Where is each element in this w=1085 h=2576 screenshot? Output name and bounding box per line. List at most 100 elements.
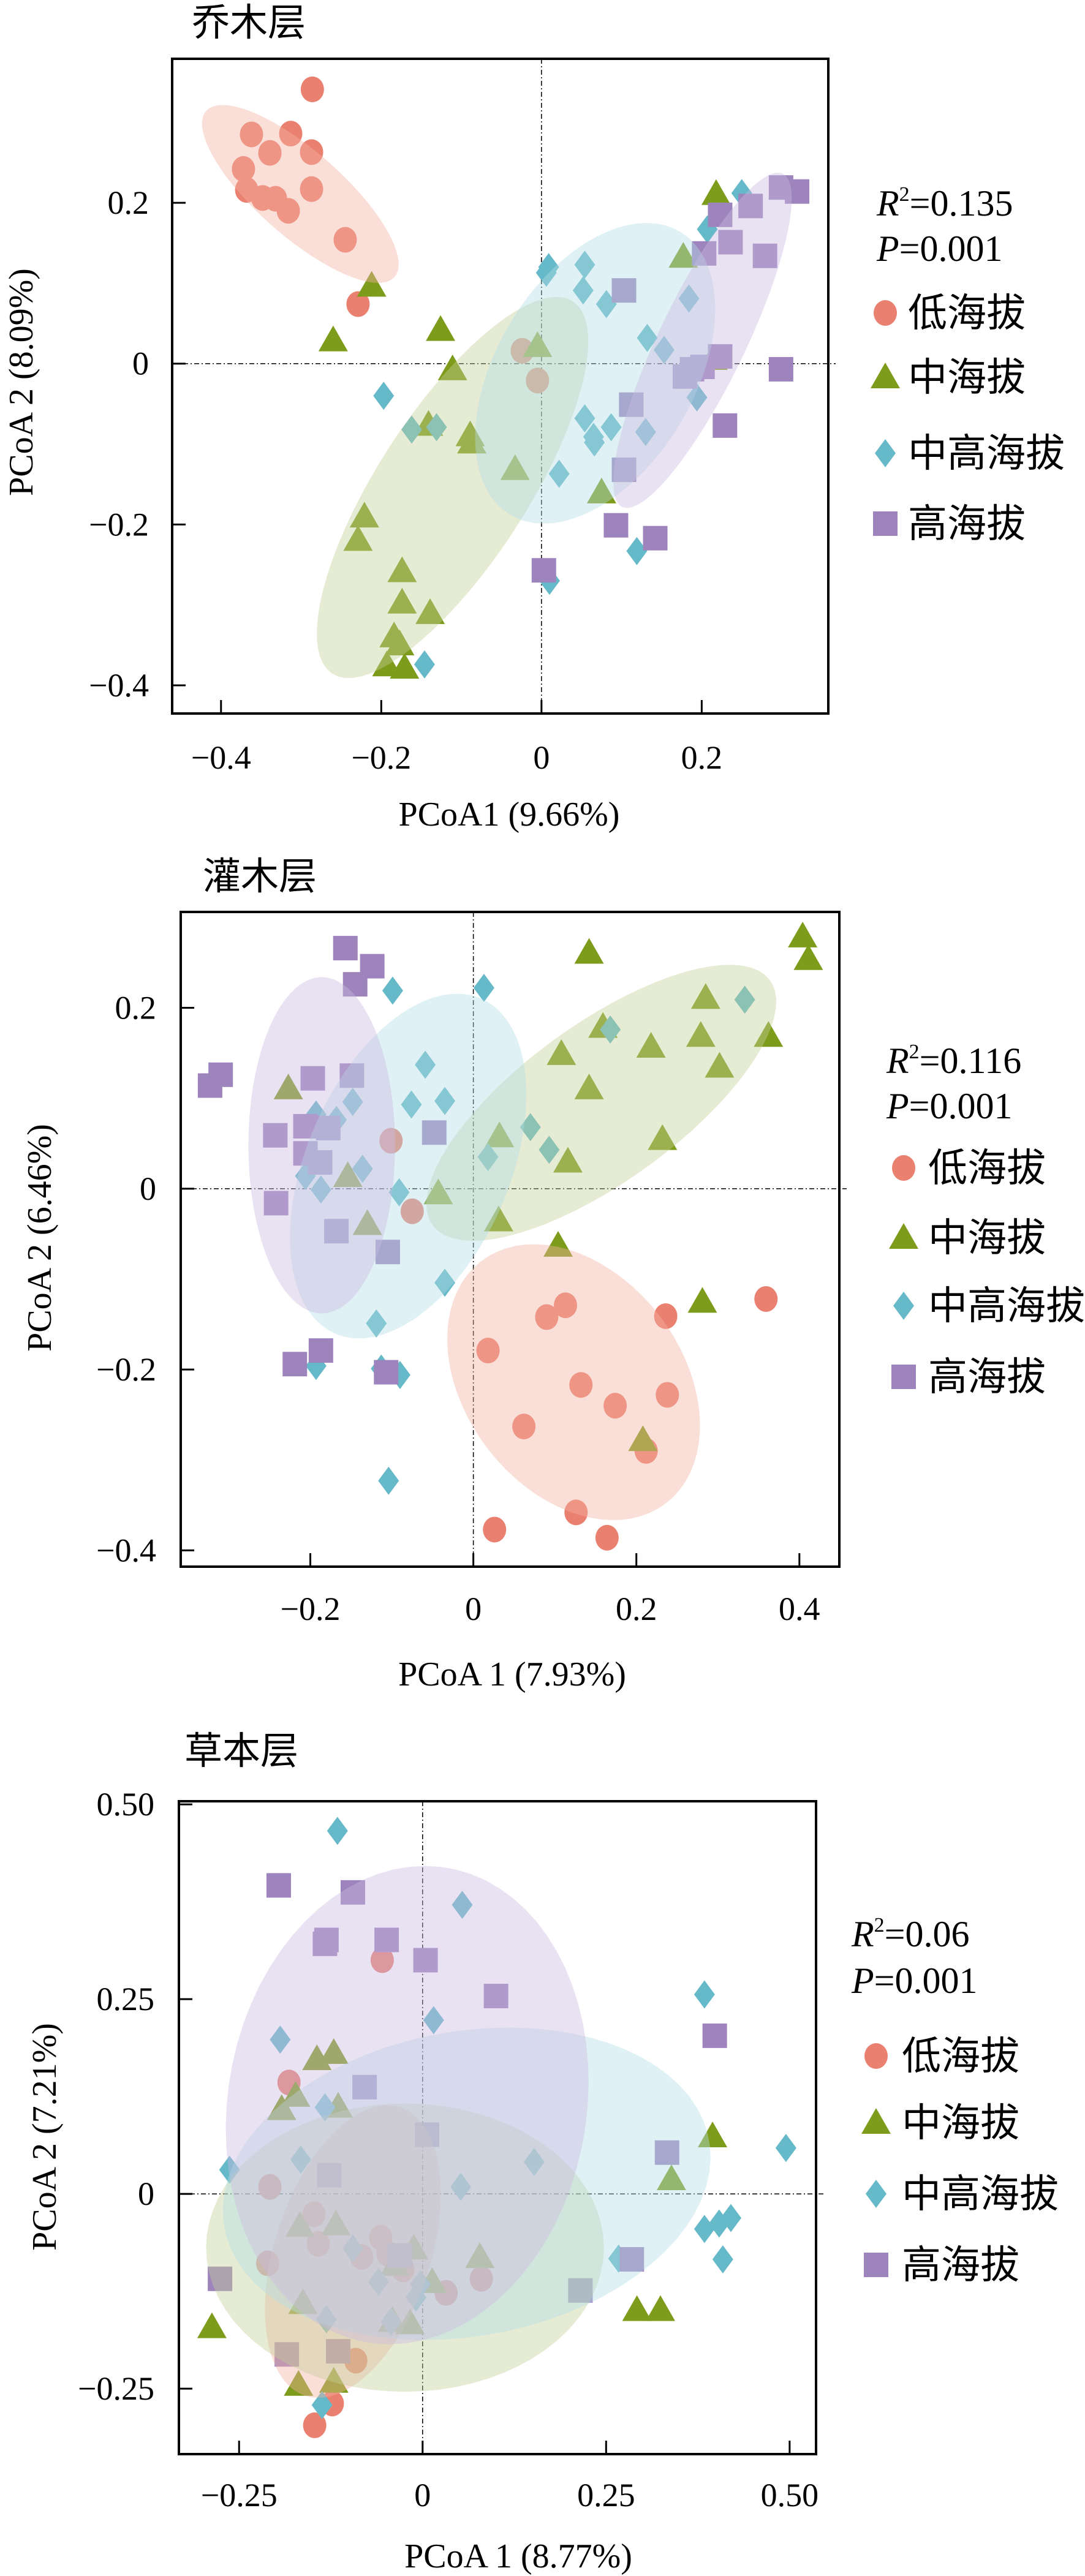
confidence-ellipse-series-2 xyxy=(222,2027,711,2340)
data-point-square xyxy=(413,1948,438,1973)
legend-item-0: 低海拔 xyxy=(864,2035,1019,2078)
data-point-square xyxy=(672,364,697,389)
series-0-points xyxy=(232,76,550,394)
data-point-diamond xyxy=(388,1178,410,1207)
data-point-square xyxy=(266,1873,291,1898)
data-point-triangle xyxy=(281,2081,311,2107)
data-point-square xyxy=(718,230,743,255)
legend-square-icon xyxy=(873,511,898,536)
data-point-triangle xyxy=(500,454,530,480)
legend-label: 中高海拔 xyxy=(928,1284,1085,1328)
data-point-triangle xyxy=(321,2209,351,2235)
legend-item-0: 低海拔 xyxy=(874,292,1026,335)
data-point-square xyxy=(619,392,644,417)
legend-item-2: 中高海拔 xyxy=(866,2172,1059,2216)
x-tick-label: 0.2 xyxy=(616,1591,657,1627)
data-point-triangle xyxy=(656,2164,686,2190)
p-value-stat: P=0.001 xyxy=(851,1960,978,2001)
y-tick-label: 0 xyxy=(132,345,149,382)
data-point-circle xyxy=(654,1303,678,1330)
data-point-diamond xyxy=(434,1087,456,1115)
chart-title: 乔木层 xyxy=(192,2,306,44)
data-point-square xyxy=(308,1150,333,1175)
legend-item-3: 高海拔 xyxy=(873,502,1026,546)
plot-frame xyxy=(178,1800,817,2455)
data-point-square xyxy=(282,1352,308,1377)
data-point-diamond xyxy=(434,1268,456,1297)
legend-triangle-icon xyxy=(871,363,900,388)
legend-label: 低海拔 xyxy=(928,1147,1046,1190)
y-tick-label: −0.4 xyxy=(96,1532,156,1569)
data-point-circle xyxy=(300,76,324,102)
data-point-square xyxy=(611,458,637,483)
legend-circle-icon xyxy=(892,1155,915,1181)
data-point-triangle xyxy=(457,427,487,454)
data-point-circle xyxy=(553,1292,577,1319)
data-point-triangle xyxy=(426,315,456,341)
data-point-triangle xyxy=(390,653,420,679)
data-point-triangle xyxy=(465,2242,495,2269)
r-squared-stat: R2=0.135 xyxy=(876,183,1013,224)
data-point-diamond xyxy=(694,2215,715,2243)
confidence-ellipse-series-0 xyxy=(265,2105,441,2398)
data-point-diamond xyxy=(270,2025,291,2054)
data-point-diamond xyxy=(477,1143,499,1172)
data-point-circle xyxy=(303,2412,327,2438)
legend-label: 中海拔 xyxy=(908,356,1026,399)
r-superscript: 2 xyxy=(899,183,910,206)
data-point-triangle xyxy=(423,1178,453,1205)
data-point-circle xyxy=(370,1947,394,1973)
pcoa-panel-3: 草本层 −0.25 0 0.25 0.50 −0.25 0 0.25 0.50 PCoA 1 (8… xyxy=(26,1731,1059,2575)
legend-label: 中高海拔 xyxy=(908,432,1065,475)
data-point-square xyxy=(483,1984,508,2009)
legend-diamond-icon xyxy=(866,2180,887,2208)
y-tick-label: −0.2 xyxy=(96,1351,156,1388)
data-point-diamond xyxy=(635,418,656,446)
data-point-square xyxy=(339,1063,365,1088)
data-point-triangle xyxy=(352,1209,382,1235)
data-point-triangle xyxy=(319,2038,349,2064)
confidence-ellipse-series-2 xyxy=(290,993,527,1339)
data-point-diamond xyxy=(473,974,494,1003)
data-point-square xyxy=(768,356,793,382)
data-point-triangle xyxy=(349,502,379,528)
data-point-diamond xyxy=(574,250,595,279)
data-point-diamond xyxy=(539,1135,560,1164)
r-squared-value: 0.06 xyxy=(905,1914,970,1954)
data-point-circle xyxy=(258,140,282,166)
data-point-diamond xyxy=(694,1980,715,2009)
series-0-points xyxy=(255,1947,493,2438)
data-point-square xyxy=(208,2266,233,2291)
data-point-diamond xyxy=(366,1309,387,1338)
data-point-diamond xyxy=(678,284,700,313)
x-tick-label: 0.4 xyxy=(779,1591,820,1627)
r-squared-stat: R2=0.116 xyxy=(886,1041,1021,1081)
data-point-square xyxy=(531,558,556,583)
data-point-square xyxy=(387,2243,412,2268)
data-point-circle xyxy=(279,121,303,147)
data-point-diamond xyxy=(352,1154,373,1183)
data-point-triangle xyxy=(485,1121,515,1148)
data-point-square xyxy=(263,1191,289,1216)
data-point-diamond xyxy=(720,2204,742,2232)
data-point-square xyxy=(197,1073,222,1098)
equals-sign: = xyxy=(909,1086,930,1126)
data-point-circle xyxy=(569,1372,593,1398)
y-tick-label: 0.2 xyxy=(108,184,149,221)
data-point-circle xyxy=(306,2231,330,2257)
data-point-diamond xyxy=(734,985,755,1014)
confidence-ellipse-series-0 xyxy=(202,105,399,283)
confidence-ellipse-series-3 xyxy=(613,172,792,508)
data-point-diamond xyxy=(574,404,595,433)
data-point-diamond xyxy=(314,2093,336,2122)
data-point-triangle xyxy=(387,587,417,614)
p-label: P xyxy=(851,1960,874,2001)
data-point-triangle xyxy=(628,1425,658,1452)
x-tick-label: −0.25 xyxy=(201,2477,278,2514)
data-point-triangle xyxy=(648,1124,678,1150)
data-point-triangle xyxy=(574,938,604,964)
data-point-circle xyxy=(302,2201,326,2228)
legend-label: 中高海拔 xyxy=(902,2172,1059,2216)
data-point-circle xyxy=(564,1499,588,1526)
x-tick-label: −0.2 xyxy=(281,1591,341,1627)
